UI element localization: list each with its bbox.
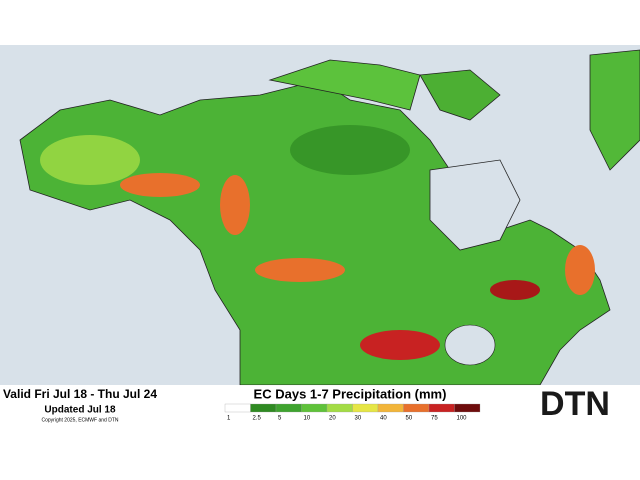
legend-label: 40 <box>380 416 387 422</box>
legend-swatch <box>454 403 481 413</box>
legend-swatch <box>377 403 404 413</box>
precip-area <box>255 258 345 282</box>
land-arctic-islands <box>268 59 421 111</box>
precip-area <box>220 175 250 235</box>
legend-swatch <box>301 403 328 413</box>
legend-label: 30 <box>355 416 362 422</box>
precip-area <box>290 125 410 175</box>
legend-swatch <box>275 403 302 413</box>
hudson-bay <box>429 159 521 251</box>
map <box>0 45 640 386</box>
legend-label: 75 <box>431 416 438 422</box>
great-lakes <box>444 324 496 366</box>
legend-swatch <box>352 403 379 413</box>
precip-area <box>490 280 540 300</box>
land-baffin <box>419 69 501 121</box>
legend-label: 10 <box>304 416 311 422</box>
precip-area <box>120 173 200 197</box>
precip-area <box>360 330 440 360</box>
legend-swatch <box>403 403 430 413</box>
legend-swatch <box>326 403 353 413</box>
legend-swatch <box>224 403 251 413</box>
legend-swatch <box>250 403 277 413</box>
legend-label: 50 <box>406 416 413 422</box>
legend-label: 100 <box>457 416 468 422</box>
valid-dates: Valid Fri Jul 18 - Thu Jul 24 <box>3 387 157 401</box>
land-mainland <box>19 79 611 386</box>
legend-label: 20 <box>329 416 336 422</box>
precip-area <box>565 245 595 295</box>
legend-label: 2.5 <box>253 416 262 422</box>
legend-swatch <box>428 403 455 413</box>
land-greenland <box>589 49 640 171</box>
legend-label: 5 <box>278 416 282 422</box>
updated: Updated Jul 18 <box>44 405 116 416</box>
precip-area <box>40 135 140 185</box>
legend: 1 2.5 5 10 20 30 40 50 75 100 <box>224 403 481 422</box>
legend-title: EC Days 1-7 Precipitation (mm) <box>254 386 447 401</box>
copyright: Copyright 2025, ECMWF and DTN <box>42 417 119 423</box>
logo: DTN <box>540 385 610 423</box>
legend-label: 1 <box>227 416 231 422</box>
